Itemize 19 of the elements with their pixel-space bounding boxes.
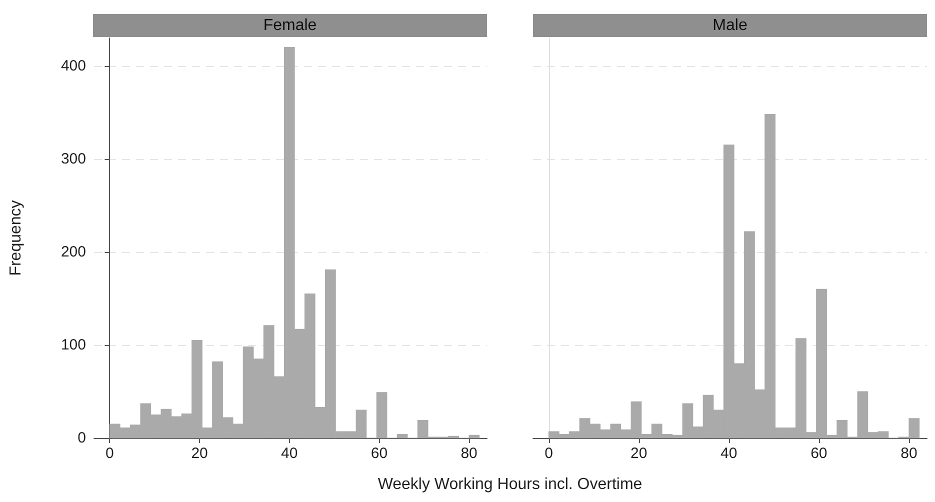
x-tick-label: 0	[544, 445, 553, 462]
x-tick-label: 40	[281, 445, 298, 462]
x-tick-label: 0	[106, 445, 114, 462]
x-tick-label: 20	[191, 445, 208, 462]
x-tick-label: 60	[810, 445, 828, 462]
y-axis-title: Frequency	[8, 200, 24, 276]
x-axis-title: Weekly Working Hours incl. Overtime	[376, 476, 644, 494]
x-tick-label: 80	[900, 445, 918, 462]
y-tick-label: 300	[60, 150, 86, 168]
chart-title: Female	[93, 14, 487, 37]
x-tick-label: 60	[370, 445, 388, 462]
y-tick-label: 400	[60, 57, 86, 74]
x-tick-label: 20	[630, 445, 648, 462]
y-tick-label: 0	[78, 430, 86, 446]
y-tick-label: 200	[60, 243, 86, 260]
x-tick-label: 40	[720, 445, 738, 462]
x-tick-label: 80	[460, 445, 478, 462]
y-tick-label: 100	[60, 336, 86, 354]
chart-title: Male	[533, 14, 927, 37]
